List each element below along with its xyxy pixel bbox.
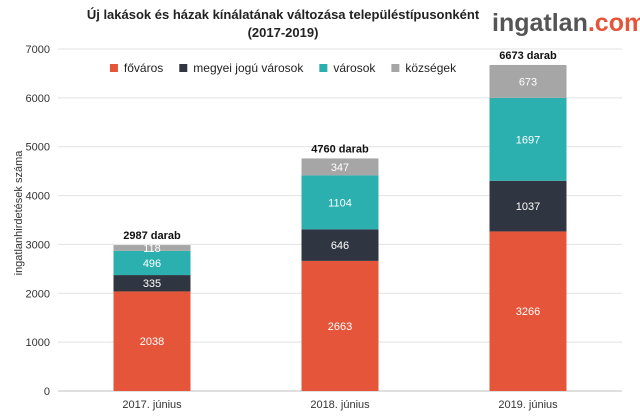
bar-segment xyxy=(301,260,379,391)
bar-segment xyxy=(489,97,567,181)
y-tick-label: 4000 xyxy=(26,191,50,203)
y-tick-label: 0 xyxy=(44,386,50,398)
legend-swatch xyxy=(179,64,188,72)
bar-segment xyxy=(113,245,191,251)
chart-title-line-1: Új lakások és házak kínálatának változás… xyxy=(87,7,480,22)
legend-label: megyei jogú városok xyxy=(193,61,304,75)
legend-label: községek xyxy=(405,61,457,75)
bar-value-label: 335 xyxy=(143,278,161,290)
bar-stack: 3266 1037 1697 673 6673 darab xyxy=(489,50,567,391)
x-tick-label: 2018. június xyxy=(310,399,370,411)
bar-total-label: 2987 darab xyxy=(123,230,181,242)
bar-value-label: 1104 xyxy=(328,197,352,209)
bar-segment xyxy=(113,250,191,276)
chart-title: Új lakások és házak kínálatának változás… xyxy=(87,7,480,40)
bar-segment xyxy=(113,291,191,391)
legend-item: főváros xyxy=(109,61,163,75)
bar-value-label: 2663 xyxy=(328,321,352,333)
logo-text: ingatlan.com xyxy=(492,9,640,37)
bar-value-label: 1697 xyxy=(516,134,540,146)
logo-tld: com xyxy=(595,9,640,37)
bar-total-label: 4760 darab xyxy=(311,143,369,155)
bar-segment xyxy=(489,180,567,232)
bar-stack: 2663 646 1104 347 4760 darab xyxy=(301,143,379,391)
y-tick-label: 7000 xyxy=(26,44,50,56)
bar-segment xyxy=(301,229,379,261)
bar-value-label: 496 xyxy=(143,258,161,270)
x-tick-label: 2017. június xyxy=(122,399,182,411)
y-tick-label: 6000 xyxy=(26,93,50,105)
bar-segment xyxy=(113,275,191,292)
bar-value-label: 118 xyxy=(143,243,161,255)
logo-main: ingatlan xyxy=(492,9,588,37)
legend-swatch xyxy=(109,64,118,72)
ingatlan-logo: ingatlan.com xyxy=(492,9,640,37)
bar-total-label: 6673 darab xyxy=(499,50,557,62)
y-tick-label: 1000 xyxy=(26,337,50,349)
legend-item: városok xyxy=(319,61,376,75)
legend-swatch xyxy=(319,64,328,72)
bar-segment xyxy=(301,158,379,176)
bar-value-label: 1037 xyxy=(516,201,540,213)
bar-segment xyxy=(489,64,567,98)
bar-value-label: 673 xyxy=(519,76,537,88)
x-tick-label: 2019. június xyxy=(498,399,558,411)
chart-title-line-2: (2017-2019) xyxy=(248,25,319,40)
bar-value-label: 2038 xyxy=(140,336,164,348)
bar-segment xyxy=(301,175,379,230)
x-axis-ticks: 2017. június 2018. június 2019. június xyxy=(122,399,558,411)
legend-swatch xyxy=(391,64,400,72)
bar-segment xyxy=(489,231,567,391)
bar-value-label: 347 xyxy=(331,162,349,174)
legend: főváros megyei jogú városok városok községe… xyxy=(109,61,457,75)
legend-label: városok xyxy=(333,61,376,75)
logo-dot: . xyxy=(588,9,595,37)
bar-value-label: 3266 xyxy=(516,306,540,318)
legend-label: főváros xyxy=(124,61,163,75)
bar-value-label: 646 xyxy=(331,240,349,252)
y-axis-label: ingatlanhirdetések száma xyxy=(13,150,25,276)
y-axis-ticks: 0 1000 2000 3000 4000 5000 6000 7000 xyxy=(26,44,50,398)
legend-item: megyei jogú városok xyxy=(179,61,304,75)
y-tick-label: 5000 xyxy=(26,142,50,154)
legend-item: községek xyxy=(391,61,457,75)
y-tick-label: 2000 xyxy=(26,288,50,300)
y-tick-label: 3000 xyxy=(26,239,50,251)
